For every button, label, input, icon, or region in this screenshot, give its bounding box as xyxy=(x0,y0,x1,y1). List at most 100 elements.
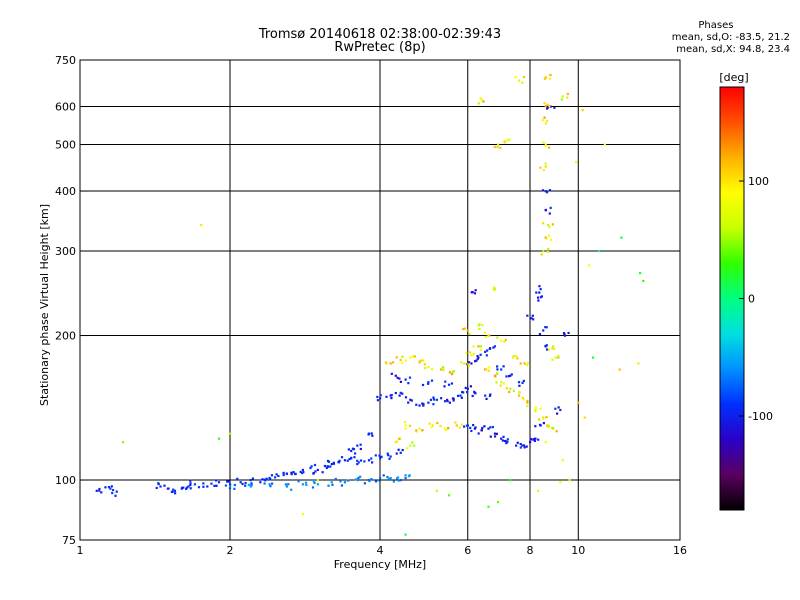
echo-point xyxy=(557,356,560,359)
echo-point xyxy=(545,348,549,351)
echo-point xyxy=(492,346,495,349)
echo-point xyxy=(587,264,591,267)
echo-point xyxy=(474,289,477,292)
plot-frame xyxy=(79,59,681,541)
colorbar-tick-label: -100 xyxy=(748,410,773,423)
echo-point xyxy=(197,486,201,489)
echo-point xyxy=(499,384,502,387)
echo-point xyxy=(442,369,445,372)
data-points xyxy=(95,73,645,536)
echo-point xyxy=(403,420,407,424)
echo-point xyxy=(495,371,499,375)
echo-point xyxy=(357,476,360,480)
echo-point xyxy=(466,387,469,390)
echo-point xyxy=(500,381,503,384)
echo-point xyxy=(410,399,413,402)
echo-point xyxy=(411,441,414,444)
echo-point xyxy=(553,347,556,350)
echo-point xyxy=(301,468,305,472)
echo-point xyxy=(561,459,564,462)
echo-point xyxy=(436,421,439,425)
echo-point xyxy=(189,479,192,482)
echo-point xyxy=(533,439,537,443)
echo-point xyxy=(549,105,552,108)
echo-point xyxy=(173,489,177,492)
x-tick-label: 6 xyxy=(464,544,471,557)
echo-point xyxy=(562,332,566,335)
echo-point xyxy=(544,326,547,329)
echo-point xyxy=(516,357,519,360)
echo-point xyxy=(404,359,407,362)
echo-point xyxy=(503,141,506,144)
echo-point xyxy=(359,459,363,462)
echo-point xyxy=(326,459,330,463)
echo-point xyxy=(485,397,488,400)
echo-point xyxy=(452,397,455,400)
echo-point xyxy=(392,480,395,483)
echo-point xyxy=(473,390,476,393)
echo-point xyxy=(115,490,118,493)
echo-point xyxy=(496,336,499,339)
echo-point xyxy=(189,482,192,485)
echo-point xyxy=(399,479,402,482)
x-tick-label: 2 xyxy=(227,544,234,557)
echo-point xyxy=(111,488,115,492)
echo-point xyxy=(379,397,382,400)
echo-point xyxy=(409,356,412,359)
echo-point xyxy=(390,396,393,400)
echo-point xyxy=(546,106,550,109)
echo-point xyxy=(472,352,475,356)
echo-point xyxy=(456,394,460,397)
echo-point xyxy=(304,481,308,484)
echo-point xyxy=(539,407,542,410)
echo-point xyxy=(521,444,524,447)
echo-point xyxy=(506,139,509,142)
echo-point xyxy=(214,479,218,482)
echo-point xyxy=(431,424,434,427)
echo-point xyxy=(427,401,430,404)
echo-point xyxy=(397,448,400,451)
echo-point xyxy=(460,423,464,426)
echo-point xyxy=(544,190,547,193)
echo-point xyxy=(378,454,381,457)
echo-point xyxy=(495,381,498,384)
echo-point xyxy=(494,375,497,378)
echo-point xyxy=(547,425,550,428)
echo-point xyxy=(526,314,529,317)
echo-point xyxy=(404,396,408,399)
echo-point xyxy=(200,223,203,227)
echo-point xyxy=(566,92,569,96)
echo-point xyxy=(505,375,508,378)
echo-point xyxy=(404,533,407,536)
y-axis-ticks: 75 100 200 300 400 500 600 750 xyxy=(55,54,88,547)
echo-point xyxy=(327,484,330,487)
echo-point xyxy=(448,371,452,374)
echo-point xyxy=(471,291,474,294)
echo-point xyxy=(557,354,560,358)
echo-point xyxy=(543,102,546,105)
echo-point xyxy=(546,250,549,253)
echo-point xyxy=(535,291,538,294)
echo-point xyxy=(316,483,319,486)
echo-point xyxy=(525,445,528,448)
echo-point xyxy=(473,427,477,430)
echo-point xyxy=(251,477,254,480)
echo-point xyxy=(479,345,482,348)
echo-point xyxy=(356,462,359,466)
echo-point xyxy=(284,483,287,486)
echo-point xyxy=(489,435,492,438)
echo-point xyxy=(431,368,434,371)
echo-point xyxy=(521,381,524,384)
echo-point xyxy=(411,355,415,358)
echo-point xyxy=(407,475,411,478)
echo-point xyxy=(386,475,389,479)
echo-point xyxy=(462,391,465,394)
echo-point xyxy=(488,347,491,350)
echo-point xyxy=(491,425,494,429)
echo-point xyxy=(468,351,472,354)
echo-point xyxy=(548,77,552,80)
colorbar-tick-label: 100 xyxy=(748,175,769,188)
echo-point xyxy=(329,465,332,468)
echo-point xyxy=(334,477,337,481)
echo-point xyxy=(566,96,569,99)
